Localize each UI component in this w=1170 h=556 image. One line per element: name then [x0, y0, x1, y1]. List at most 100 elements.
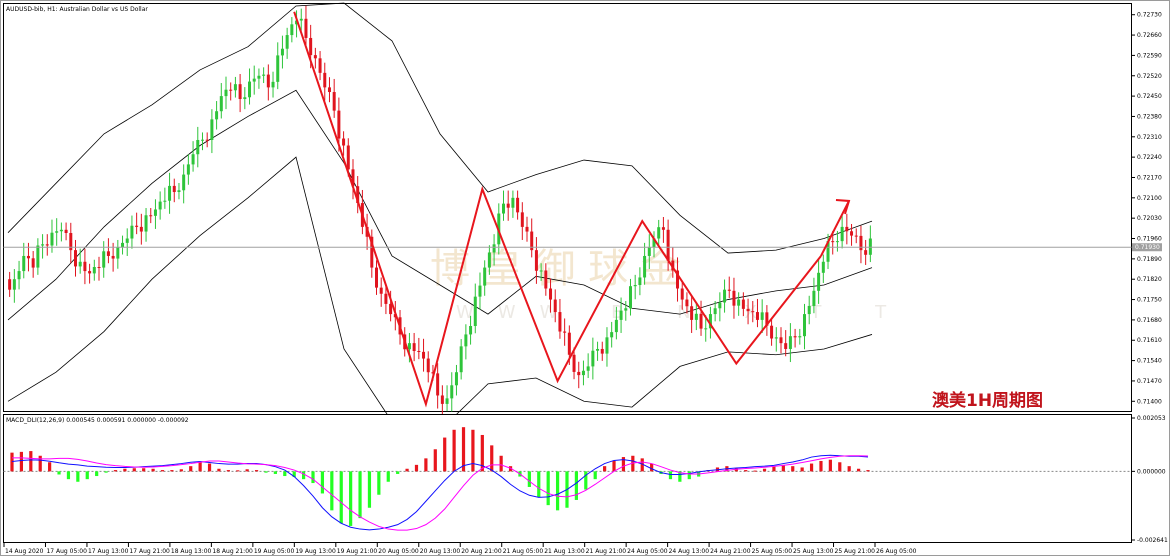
candle	[158, 191, 162, 220]
band-upper	[7, 2, 873, 254]
macd-bar	[574, 471, 578, 500]
candle	[445, 385, 449, 412]
macd-bar	[621, 457, 626, 472]
candle	[135, 212, 139, 235]
macd-bar	[254, 470, 259, 472]
candle	[215, 101, 219, 130]
candle	[718, 292, 722, 322]
time-tick-label: 25 Aug 05:00	[752, 548, 793, 555]
candle	[163, 187, 167, 209]
time-tick-label: 25 Aug 21:00	[835, 548, 876, 555]
macd-bar	[217, 468, 221, 472]
candle	[271, 71, 275, 98]
candle	[375, 260, 379, 295]
macd-bar	[584, 471, 588, 490]
candle	[859, 225, 863, 264]
price-tick-label: 0.72030	[1137, 215, 1162, 222]
candle	[196, 126, 200, 168]
annotation-title: 澳美1H周期图	[932, 390, 1043, 411]
candle	[586, 353, 590, 379]
candle	[36, 238, 40, 275]
candle	[685, 292, 689, 314]
watermark-letters: WWW B N X T T	[456, 302, 910, 323]
price-tick-label: 0.71540	[1137, 358, 1162, 365]
macd-bar	[753, 470, 757, 472]
candle	[483, 260, 487, 296]
macd-bar	[443, 437, 447, 472]
price-tick-label: 0.71890	[1137, 256, 1162, 263]
macd-bar	[245, 469, 249, 472]
macd-bar	[668, 471, 673, 480]
candle	[252, 65, 256, 95]
macd-bar	[734, 468, 738, 472]
candle	[600, 341, 604, 361]
candle	[581, 360, 585, 386]
candle	[563, 318, 567, 346]
macd-bar	[113, 470, 118, 472]
candle	[647, 234, 651, 270]
candle	[83, 248, 87, 285]
zigzag-pattern	[293, 11, 851, 408]
candle	[614, 306, 618, 340]
candle	[534, 237, 538, 284]
time-tick-label: 17 Aug 05:00	[46, 548, 87, 555]
candle	[690, 296, 694, 333]
macd-bar	[744, 470, 748, 472]
candle	[478, 272, 482, 310]
candle	[628, 278, 632, 316]
candle	[558, 298, 562, 339]
candle	[868, 225, 872, 263]
candle	[850, 223, 854, 246]
price-tick-label: 0.72170	[1137, 174, 1162, 181]
candle	[31, 251, 35, 278]
macd-bar	[414, 464, 419, 472]
macd-bar	[461, 427, 466, 472]
candle	[845, 213, 849, 245]
arrow-head	[835, 198, 851, 215]
candle	[751, 301, 755, 323]
candle	[596, 341, 600, 361]
macd-bar	[866, 470, 870, 472]
candle	[760, 299, 764, 333]
candle	[619, 297, 623, 333]
time-tick-label: 19 Aug 21:00	[337, 548, 378, 555]
candle	[807, 295, 811, 325]
candle	[723, 279, 727, 313]
macd-bar	[856, 468, 861, 472]
candle	[530, 218, 534, 258]
macd-bar	[283, 471, 287, 477]
candle	[304, 5, 308, 46]
macd-panel[interactable]: MACD_DLI(12,26,9) 0.000545 0.000591 0.00…	[3, 414, 1132, 543]
candle	[327, 77, 331, 103]
candle	[657, 219, 661, 246]
candle	[605, 327, 609, 367]
candle	[313, 47, 317, 69]
candle	[436, 363, 440, 409]
price-tick-label: 0.72520	[1137, 73, 1162, 80]
price-axis: 0.72730 0.72660 0.72590 0.72520 0.72450 0.723…	[1131, 12, 1162, 405]
macd-bar	[57, 471, 61, 475]
time-axis: 14 Aug 2020 17 Aug 05:00 17 Aug 13:00 17 Au…	[3, 543, 917, 555]
macd-bar	[405, 468, 409, 472]
macd-bar	[358, 471, 362, 519]
macd-tick-label: 0.002053	[1137, 415, 1166, 422]
candle	[69, 222, 73, 264]
candle	[469, 315, 473, 345]
zigzag-line	[293, 11, 822, 408]
candle	[417, 337, 421, 360]
candle	[553, 289, 557, 323]
candle	[55, 218, 59, 246]
candle	[116, 239, 120, 269]
price-tick-label: 0.72660	[1137, 32, 1162, 39]
macd-bar	[320, 471, 325, 494]
macd-bar	[527, 471, 531, 487]
candle	[633, 274, 637, 300]
macd-bar	[640, 458, 644, 472]
candle	[821, 254, 825, 283]
macd-bar	[452, 429, 456, 472]
time-tick-label: 20 Aug 05:00	[378, 548, 419, 555]
price-panel[interactable]: 博 皇 御 球 金 WWW B N X T T AUDUSD-bib, H1: …	[3, 2, 1132, 431]
candle	[671, 247, 675, 278]
candle	[224, 76, 228, 110]
candle	[459, 339, 463, 380]
